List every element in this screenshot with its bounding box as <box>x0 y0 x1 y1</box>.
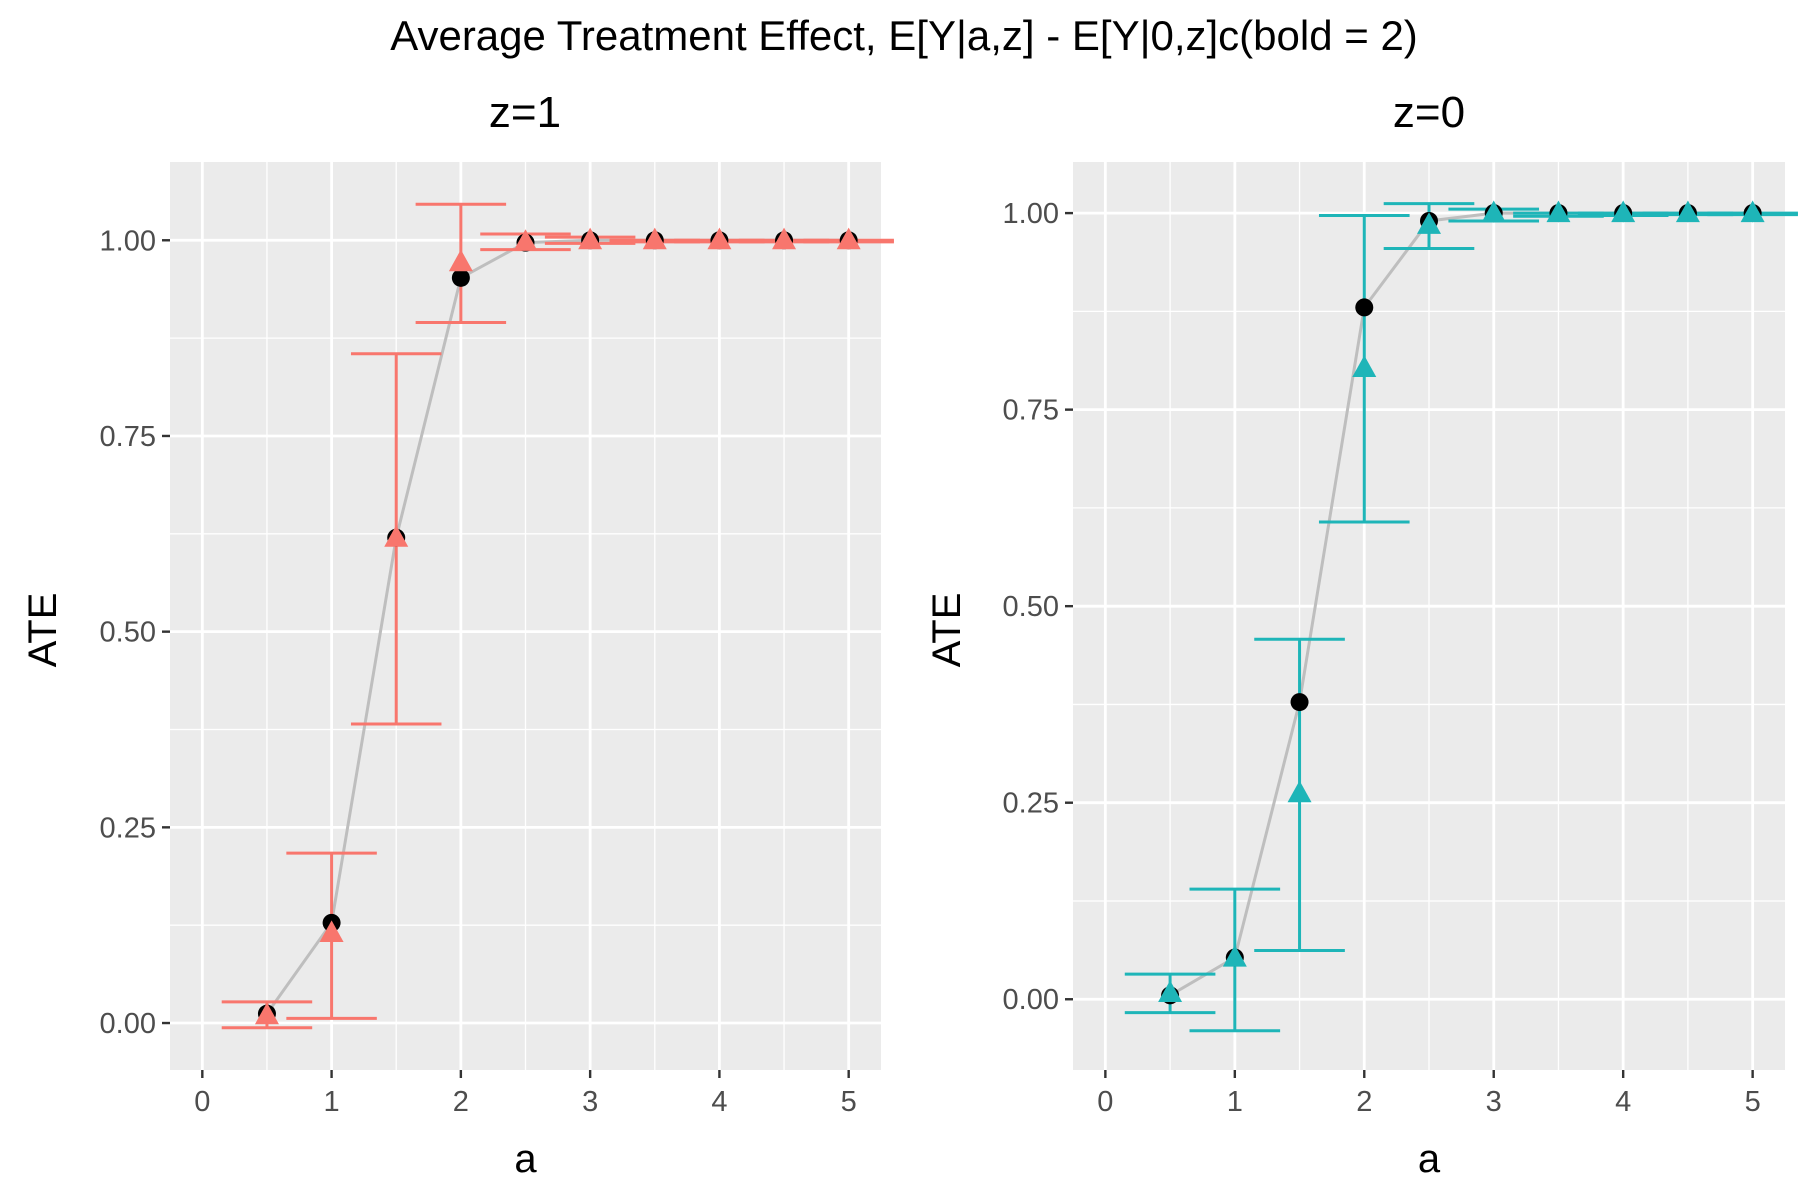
estimate-point <box>1740 200 1765 223</box>
y-axis-title: ATE <box>21 593 65 668</box>
estimate-point <box>319 920 344 943</box>
x-axis-title: a <box>1418 1137 1441 1181</box>
estimate-point <box>1222 944 1247 967</box>
estimate-point <box>1611 200 1636 223</box>
y-tick-label: 0.00 <box>1003 984 1059 1016</box>
y-tick-label: 0.25 <box>1003 788 1059 820</box>
estimate-point <box>1417 212 1441 234</box>
panel-title: z=0 <box>1393 88 1465 137</box>
estimate-point <box>1287 780 1312 803</box>
y-tick-label: 0.00 <box>100 1008 156 1040</box>
chart-title: Average Treatment Effect, E[Y|a,z] - E[Y… <box>390 12 1418 59</box>
x-tick-label: 1 <box>324 1086 340 1118</box>
panel-z1: z=1 0 1 2 3 4 5 0.00 0.25 0.50 0.75 1.00 a ATE <box>21 88 894 1181</box>
estimate-point <box>448 249 473 272</box>
x-tick-label: 3 <box>1486 1086 1502 1118</box>
y-tick-label: 1.00 <box>100 225 156 257</box>
y-axis-title: ATE <box>925 593 969 668</box>
true-effect-point <box>1355 298 1374 317</box>
y-tick-label: 0.50 <box>1003 591 1059 623</box>
y-tick-label: 0.25 <box>100 812 156 844</box>
estimate-point <box>384 525 409 547</box>
gridlines <box>1073 162 1785 1070</box>
x-tick-label: 5 <box>1745 1086 1761 1118</box>
panel-title: z=1 <box>489 88 561 137</box>
estimate-point <box>1481 200 1506 223</box>
x-tick-label: 5 <box>841 1086 857 1118</box>
gridlines <box>170 162 881 1070</box>
x-tick-label: 4 <box>711 1086 727 1118</box>
y-tick-label: 0.50 <box>100 617 156 649</box>
true-effect-point <box>451 268 470 287</box>
estimate-point <box>1675 200 1700 223</box>
x-tick-label: 1 <box>1227 1086 1243 1118</box>
y-tick-label: 0.75 <box>100 421 156 453</box>
estimate-points <box>254 227 861 1025</box>
axes: 0 1 2 3 4 5 0.00 0.25 0.50 0.75 1.00 <box>1003 198 1761 1118</box>
x-tick-label: 0 <box>194 1086 210 1118</box>
estimate-point <box>1546 200 1571 223</box>
x-axis-title: a <box>514 1137 537 1181</box>
estimate-point <box>578 227 603 250</box>
estimate-point <box>836 227 861 250</box>
estimate-point <box>1158 980 1183 1002</box>
panel-z0: z=0 0 1 2 3 4 5 0.00 0.25 0.50 0.75 1.00 a ATE <box>925 88 1798 1181</box>
y-tick-label: 1.00 <box>1003 198 1059 230</box>
true-effect-point <box>1290 693 1309 712</box>
estimate-point <box>642 227 667 250</box>
estimate-point <box>513 229 538 251</box>
estimate-point <box>254 1002 279 1025</box>
x-tick-label: 0 <box>1097 1086 1113 1118</box>
y-tick-label: 0.75 <box>1003 395 1059 427</box>
x-tick-label: 2 <box>1356 1086 1372 1118</box>
axes: 0 1 2 3 4 5 0.00 0.25 0.50 0.75 1.00 <box>100 225 857 1118</box>
x-tick-label: 4 <box>1615 1086 1631 1118</box>
x-tick-label: 2 <box>453 1086 469 1118</box>
estimate-point <box>707 227 732 250</box>
estimate-point <box>1352 355 1377 377</box>
x-tick-label: 3 <box>582 1086 598 1118</box>
estimate-point <box>772 227 797 250</box>
estimate-points <box>1158 200 1765 1002</box>
